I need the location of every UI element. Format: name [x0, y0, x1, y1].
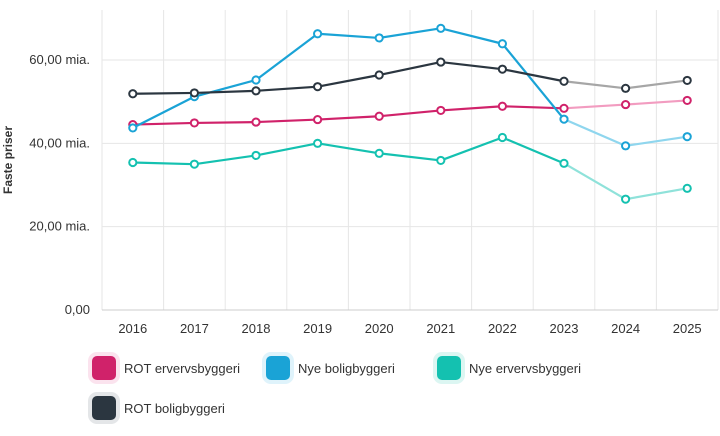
x-tick-label: 2017 — [180, 321, 209, 336]
data-point[interactable] — [497, 132, 507, 143]
series-line — [132, 136, 565, 166]
x-tick-label: 2018 — [242, 321, 271, 336]
axes: 0,00 20,00 mia. 40,00 mia. 60,00 mia. 2016 20… — [29, 52, 701, 336]
data-point[interactable] — [374, 33, 384, 43]
series-nye-boligbyggeri — [128, 23, 692, 151]
data-point[interactable] — [189, 159, 199, 169]
legend-item-nye-ervervsbyggeri[interactable]: Nye ervervsbyggeri — [437, 356, 581, 380]
data-point[interactable] — [313, 114, 323, 125]
data-point[interactable] — [559, 76, 569, 86]
data-point[interactable] — [436, 105, 446, 116]
data-point[interactable] — [374, 111, 384, 121]
data-point[interactable] — [621, 99, 631, 110]
data-point[interactable] — [559, 158, 569, 168]
data-point[interactable] — [682, 183, 692, 193]
legend-label: ROT ervervsbyggeri — [124, 360, 241, 376]
x-tick-label: 2016 — [118, 321, 147, 336]
legend-swatch — [92, 356, 116, 380]
data-point[interactable] — [374, 70, 384, 80]
data-point[interactable] — [251, 117, 261, 127]
data-point[interactable] — [621, 141, 631, 151]
x-tick-label: 2020 — [365, 321, 394, 336]
series-line — [132, 105, 565, 126]
data-point[interactable] — [559, 103, 569, 113]
data-point[interactable] — [497, 64, 507, 74]
series-line — [132, 60, 565, 95]
data-point[interactable] — [128, 157, 138, 168]
legend-item-rot-ervervsbyggeri[interactable]: ROT ervervsbyggeri — [92, 356, 240, 380]
y-tick-label: 0,00 — [65, 302, 90, 317]
legend-label: ROT boligbyggeri — [124, 400, 225, 416]
legend-item-rot-boligbyggeri[interactable]: ROT boligbyggeri — [92, 396, 225, 420]
y-tick-label: 20,00 mia. — [29, 219, 90, 234]
grid — [101, 10, 719, 311]
data-point[interactable] — [621, 194, 631, 204]
data-point[interactable] — [313, 29, 323, 39]
x-tick-label: 2021 — [426, 321, 455, 336]
series — [128, 23, 692, 204]
series-nye-ervervsbyggeri — [128, 132, 692, 204]
legend-swatch — [437, 356, 461, 380]
data-point[interactable] — [251, 86, 261, 96]
x-tick-label: 2023 — [550, 321, 579, 336]
series-rot-boligbyggeri — [128, 57, 692, 99]
data-point[interactable] — [621, 83, 631, 93]
data-point[interactable] — [559, 114, 569, 124]
data-point[interactable] — [682, 95, 692, 106]
data-point[interactable] — [313, 138, 323, 148]
x-tick-label: 2022 — [488, 321, 517, 336]
legend-swatch — [266, 356, 290, 380]
y-tick-label: 40,00 mia. — [29, 135, 90, 150]
x-tick-label: 2019 — [303, 321, 332, 336]
y-axis-label: Faste priser — [1, 126, 15, 194]
legend-label: Nye boligbyggeri — [298, 360, 395, 376]
data-point[interactable] — [682, 75, 692, 86]
series-line-projection — [563, 162, 688, 201]
data-point[interactable] — [189, 88, 199, 98]
data-point[interactable] — [497, 39, 507, 49]
data-point[interactable] — [374, 148, 384, 158]
x-tick-label: 2024 — [611, 321, 640, 336]
y-tick-label: 60,00 mia. — [29, 52, 90, 67]
legend-label: Nye ervervsbyggeri — [469, 360, 581, 376]
data-point[interactable] — [497, 101, 507, 111]
data-point[interactable] — [251, 150, 261, 161]
data-point[interactable] — [436, 57, 446, 67]
legend-swatch — [92, 396, 116, 420]
data-point[interactable] — [251, 75, 261, 85]
data-point[interactable] — [682, 132, 692, 142]
data-point[interactable] — [436, 23, 446, 33]
data-point[interactable] — [189, 118, 199, 128]
legend-item-nye-boligbyggeri[interactable]: Nye boligbyggeri — [266, 356, 395, 380]
data-point[interactable] — [436, 155, 446, 166]
data-point[interactable] — [128, 89, 138, 99]
data-point[interactable] — [128, 123, 138, 133]
series-line — [132, 27, 565, 129]
x-tick-label: 2025 — [673, 321, 702, 336]
data-point[interactable] — [313, 82, 323, 92]
